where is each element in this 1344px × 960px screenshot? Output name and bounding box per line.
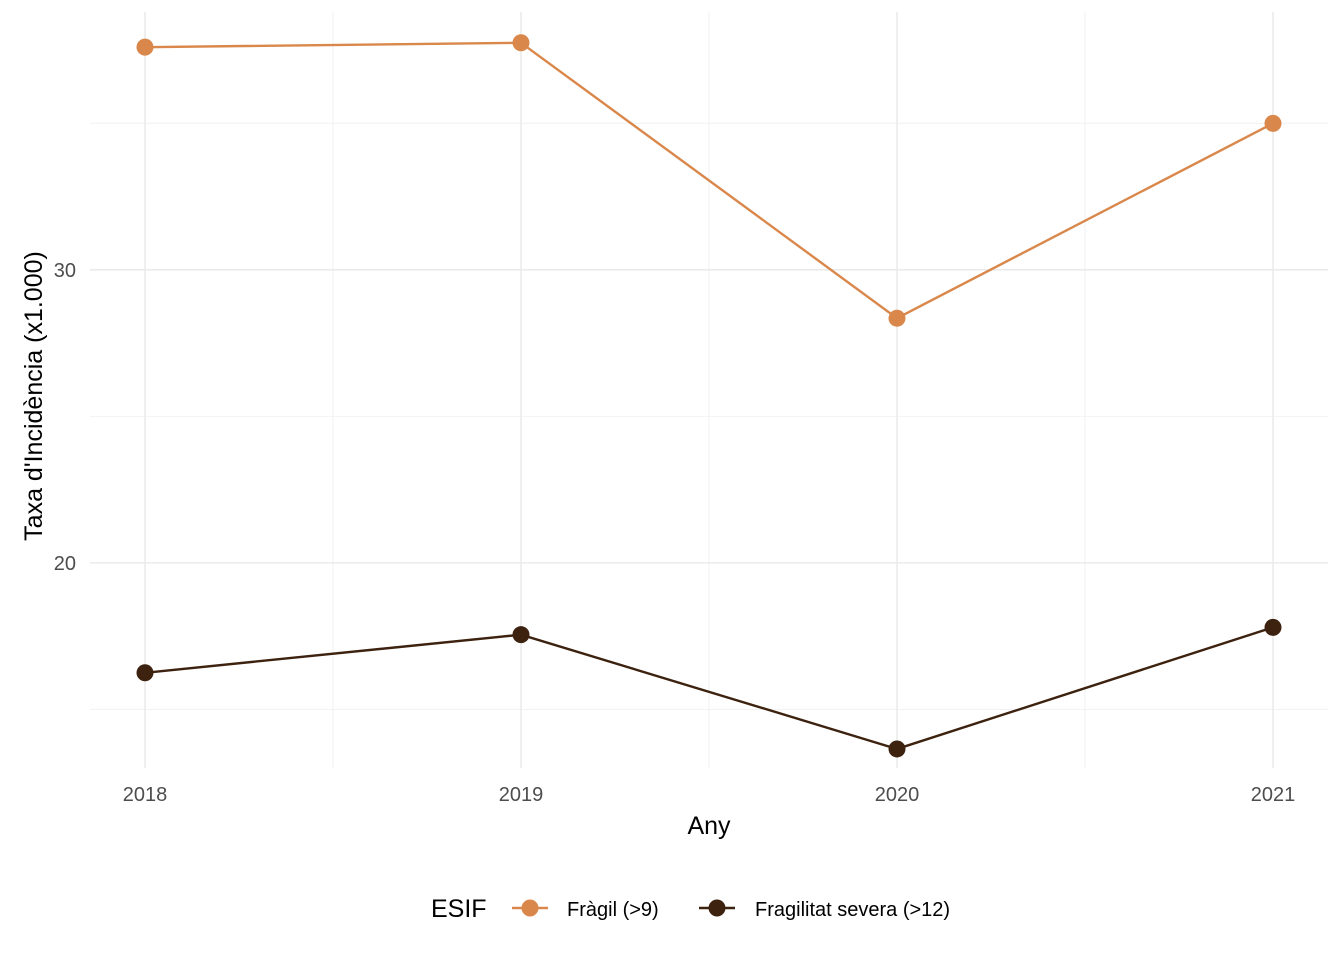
data-point: [888, 740, 906, 758]
series-layer: [136, 34, 1282, 758]
series-line: [144, 41, 1274, 320]
legend-key-point-fragil: [521, 899, 539, 917]
x-tick-label: 2019: [499, 784, 544, 806]
series-0: [136, 34, 1282, 327]
legend-label-fragil: Fràgil (>9): [567, 899, 659, 921]
legend-title: ESIF: [431, 895, 487, 923]
y-tick-label: 30: [54, 260, 76, 282]
data-point: [512, 626, 530, 644]
data-point: [136, 38, 154, 56]
data-point: [136, 664, 154, 682]
series-1: [136, 618, 1282, 758]
y-tick-label: 20: [54, 553, 76, 575]
y-axis-title: Taxa d'Incidència (x1.000): [20, 251, 48, 541]
data-point: [888, 309, 906, 327]
legend-label-fragilitat-severa: Fragilitat severa (>12): [755, 899, 950, 921]
grid: [90, 12, 1328, 768]
x-axis-ticks: 2018 2019 2020 2021: [123, 784, 1296, 806]
legend-key-point-fragilitat-severa: [708, 899, 726, 917]
data-point: [1264, 618, 1282, 636]
x-axis-title: Any: [687, 812, 731, 840]
legend: ESIF Fràgil (>9) Fragilitat severa (>12): [431, 895, 950, 923]
data-point: [512, 34, 530, 52]
data-point: [1264, 114, 1282, 132]
series-line: [144, 626, 1274, 751]
x-tick-label: 2021: [1251, 784, 1296, 806]
x-tick-label: 2018: [123, 784, 168, 806]
x-tick-label: 2020: [875, 784, 920, 806]
